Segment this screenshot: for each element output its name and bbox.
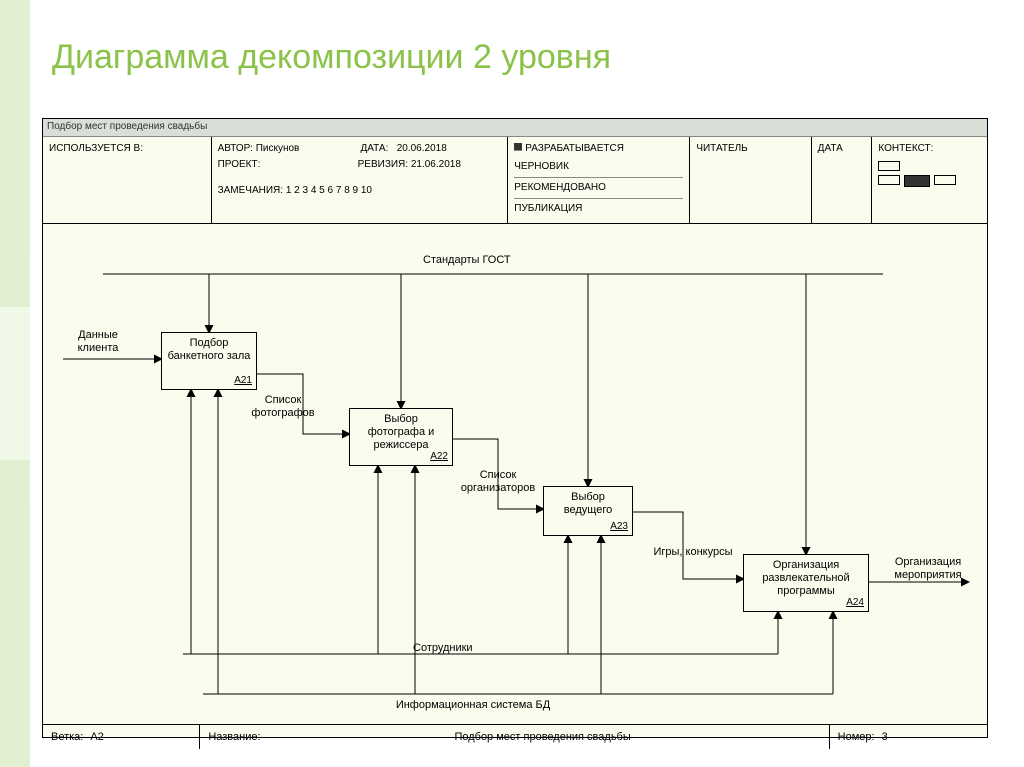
branch-label: Ветка: — [51, 731, 83, 743]
rev-value: 21.06.2018 — [411, 159, 461, 170]
control-label-top: Стандарты ГОСТ — [423, 254, 511, 267]
output-label: Организация мероприятия — [878, 556, 978, 581]
flow-label-f2: Список организаторов — [443, 469, 553, 494]
context-label: КОНТЕКСТ: — [878, 143, 933, 154]
slide-decoration — [0, 0, 30, 767]
name-label: Название: — [208, 731, 260, 743]
footer-branch: Ветка: A2 — [43, 725, 200, 749]
node-a22: Выбор фотографа и режиссера А22 — [349, 408, 453, 466]
notes-value: 1 2 3 4 5 6 7 8 9 10 — [286, 185, 372, 196]
node-a21: Подбор банкетного зала А21 — [161, 332, 257, 390]
header-date2: ДАТА — [812, 137, 873, 223]
date-label: ДАТА: — [360, 143, 388, 154]
diagram-canvas: Стандарты ГОСТ Данные клиента Список фот… — [43, 224, 987, 724]
node-a23-label: Выбор ведущего — [564, 491, 612, 516]
header-status: РАЗРАБАТЫВАЕТСЯ ЧЕРНОВИК РЕКОМЕНДОВАНО П… — [508, 137, 690, 223]
node-a24-label: Организация развлекательной программы — [762, 559, 849, 597]
header-context: КОНТЕКСТ: — [872, 137, 987, 223]
node-a24: Организация развлекательной программы А2… — [743, 554, 869, 612]
node-a24-id: А24 — [846, 597, 864, 609]
used-in-label: ИСПОЛЬЗУЕТСЯ В: — [49, 143, 143, 154]
flow-label-f3: Игры, конкурсы — [638, 546, 748, 559]
node-a21-id: А21 — [234, 375, 252, 387]
author-label: АВТОР: — [218, 143, 253, 154]
context-box — [934, 175, 956, 185]
input-label: Данные клиента — [63, 329, 133, 354]
context-box — [878, 175, 900, 185]
diagram-header: ИСПОЛЬЗУЕТСЯ В: АВТОР: Пискунов ДАТА: 20… — [43, 137, 987, 224]
header-used-in: ИСПОЛЬЗУЕТСЯ В: — [43, 137, 212, 223]
idef0-diagram: Подбор мест проведения свадьбы ИСПОЛЬЗУЕ… — [42, 118, 988, 738]
num-value: 3 — [882, 731, 888, 743]
flow-label-f1: Список фотографов — [238, 394, 328, 419]
header-author-project: АВТОР: Пискунов ДАТА: 20.06.2018 ПРОЕКТ:… — [212, 137, 509, 223]
node-a23-id: А23 — [610, 521, 628, 533]
mechanism-label-1: Сотрудники — [413, 642, 473, 655]
diagram-footer: Ветка: A2 Название: Подбор мест проведен… — [43, 724, 987, 749]
date-value: 20.06.2018 — [397, 143, 447, 154]
branch-value: A2 — [90, 731, 103, 743]
rev-label: РЕВИЗИЯ: — [358, 159, 408, 170]
context-box — [878, 161, 900, 171]
page-title: Диаграмма декомпозиции 2 уровня — [52, 38, 611, 77]
notes-label: ЗАМЕЧАНИЯ: — [218, 185, 283, 196]
node-a22-label: Выбор фотографа и режиссера — [368, 413, 435, 451]
project-label: ПРОЕКТ: — [218, 159, 261, 170]
status-pub: ПУБЛИКАЦИЯ — [514, 199, 683, 219]
window-titlebar: Подбор мест проведения свадьбы — [43, 119, 987, 137]
footer-number: Номер: 3 — [830, 725, 987, 749]
node-a21-label: Подбор банкетного зала — [168, 337, 251, 362]
footer-name: Название: Подбор мест проведения свадьбы — [200, 725, 829, 749]
author-value: Пискунов — [256, 143, 300, 154]
num-label: Номер: — [838, 731, 875, 743]
node-a22-id: А22 — [430, 451, 448, 463]
status-dev: РАЗРАБАТЫВАЕТСЯ — [525, 143, 624, 154]
status-rec: РЕКОМЕНДОВАНО — [514, 178, 683, 199]
status-draft: ЧЕРНОВИК — [514, 157, 683, 178]
header-reader: ЧИТАТЕЛЬ — [690, 137, 811, 223]
mechanism-label-2: Информационная система БД — [383, 699, 563, 712]
name-value: Подбор мест проведения свадьбы — [454, 731, 630, 743]
context-box-active — [904, 175, 930, 187]
node-a23: Выбор ведущего А23 — [543, 486, 633, 536]
